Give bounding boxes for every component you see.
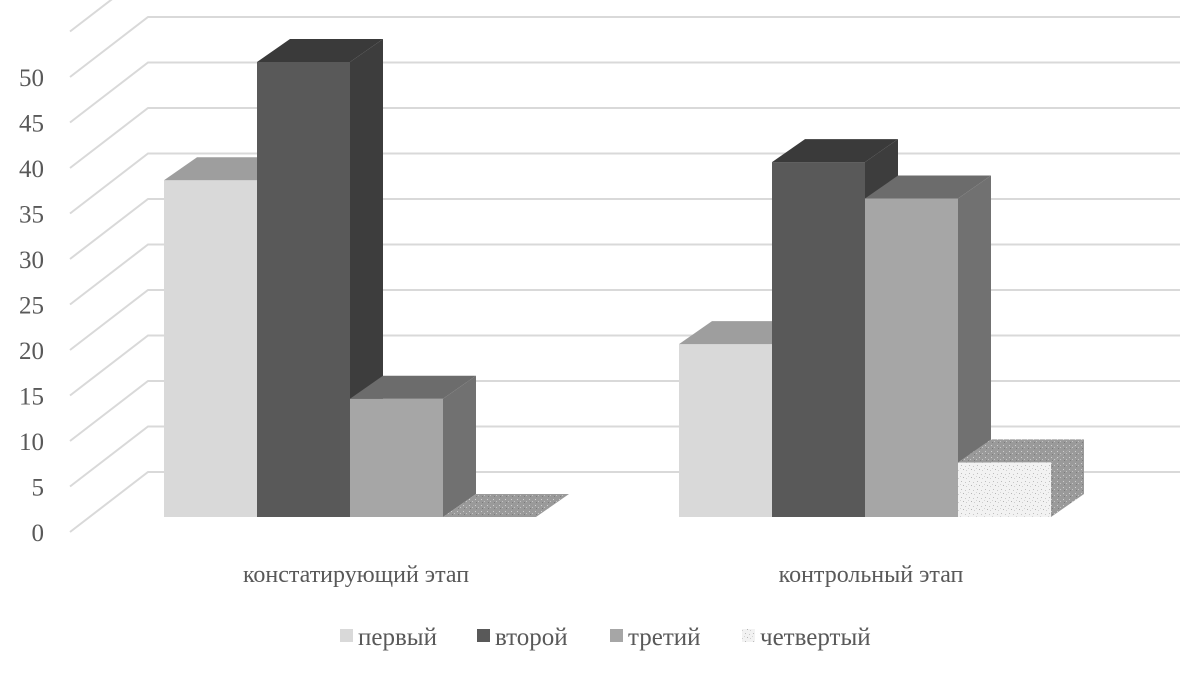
bar-front xyxy=(772,162,865,517)
bar-front xyxy=(257,62,350,517)
bar-front xyxy=(958,462,1051,517)
legend: первый второй третий четвертый xyxy=(340,624,871,651)
bar-top xyxy=(443,494,569,517)
category-label: контрольный этап xyxy=(779,562,964,588)
bar-0-3 xyxy=(443,494,569,517)
bar-1-2 xyxy=(865,175,991,517)
y-tick-label: 40 xyxy=(19,156,44,183)
bar-top xyxy=(865,175,991,199)
bar-1-3 xyxy=(958,439,1084,517)
legend-swatch xyxy=(610,629,623,642)
bar-front xyxy=(679,344,772,517)
bar-front xyxy=(350,398,443,517)
y-tick-label: 20 xyxy=(19,338,44,365)
legend-item: первый xyxy=(340,624,437,651)
legend-swatch xyxy=(340,629,353,642)
bar-top xyxy=(257,39,383,62)
bar-0-2 xyxy=(350,375,476,517)
bar-top xyxy=(772,139,898,163)
y-tick-label: 35 xyxy=(19,202,44,229)
legend-swatch xyxy=(477,629,490,642)
gridline xyxy=(69,16,1180,78)
y-tick-label: 0 xyxy=(32,520,45,547)
y-tick-label: 50 xyxy=(19,65,44,92)
bar-side xyxy=(958,175,991,517)
y-tick-label: 10 xyxy=(19,429,44,456)
y-tick-label: 15 xyxy=(19,384,44,411)
legend-item: второй xyxy=(477,624,568,651)
gridlines xyxy=(69,0,1180,533)
bar-top xyxy=(958,439,1084,463)
gridline xyxy=(69,107,1180,169)
bar-front xyxy=(865,198,958,517)
gridline xyxy=(69,0,113,33)
legend-label: четвертый xyxy=(760,624,871,651)
bar-front xyxy=(164,180,257,518)
legend-label: первый xyxy=(358,624,437,651)
gridline xyxy=(69,61,1180,124)
bar-side xyxy=(1051,439,1084,517)
legend-swatch xyxy=(742,629,755,642)
bar-side xyxy=(443,375,476,517)
y-tick-label: 30 xyxy=(19,247,44,274)
y-tick-label: 25 xyxy=(19,293,44,320)
y-tick-label: 5 xyxy=(32,475,45,502)
legend-label: третий xyxy=(628,624,701,651)
category-label: констатирующий этап xyxy=(243,562,469,588)
legend-item: третий xyxy=(610,624,701,651)
y-tick-label: 45 xyxy=(19,111,44,138)
y-axis-ticks: 0 5 10 15 20 25 30 35 40 45 50 xyxy=(19,65,44,547)
legend-item: четвертый xyxy=(742,624,871,651)
bars xyxy=(164,39,1084,518)
category-labels: констатирующий этап контрольный этап xyxy=(243,562,964,588)
legend-label: второй xyxy=(495,624,568,651)
bar-top xyxy=(350,375,476,399)
